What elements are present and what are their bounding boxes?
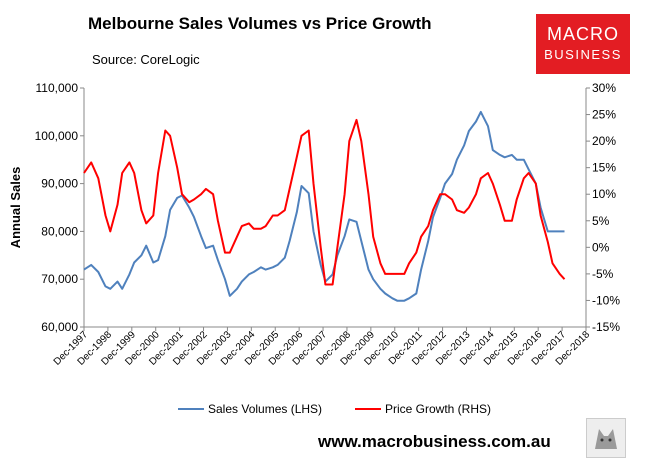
y-left-tick-label: 90,000	[41, 177, 78, 191]
logo-line-1: MACRO	[547, 24, 619, 44]
logo-line-2: BUSINESS	[544, 47, 622, 62]
y-left-tick-label: 110,000	[36, 81, 79, 95]
legend-sales-volumes-label: Sales Volumes (LHS)	[208, 402, 322, 416]
y-right-tick-label: 0%	[592, 240, 610, 254]
y-right-tick-label: 25%	[592, 108, 616, 122]
y-right-tick-label: -10%	[592, 293, 620, 307]
series-lines	[83, 110, 566, 302]
y-right-tick-label: 20%	[592, 134, 616, 148]
y-right-tick-label: 10%	[592, 187, 616, 201]
macrobusiness-logo: MACRO BUSINESS	[536, 14, 630, 74]
source-note: Source: CoreLogic	[92, 52, 200, 67]
legend-price-growth-label: Price Growth (RHS)	[385, 402, 491, 416]
y-right-tick-label: -15%	[592, 320, 620, 334]
axes: 60,000 70,000 80,000 90,000 100,000 110,000 -1…	[8, 81, 620, 368]
y-right-tick-label: 5%	[592, 214, 610, 228]
website-url: www.macrobusiness.com.au	[318, 432, 551, 451]
y-left-tick-label: 60,000	[41, 320, 78, 334]
price-growth-line	[83, 118, 566, 286]
legend: Sales Volumes (LHS) Price Growth (RHS)	[178, 402, 491, 416]
y-axis-label: Annual Sales	[8, 167, 23, 249]
y-left-tick-label: 100,000	[35, 129, 79, 143]
chart-title: Melbourne Sales Volumes vs Price Growth	[88, 14, 432, 33]
y-right-tick-label: -5%	[592, 267, 614, 281]
y-left-tick-label: 80,000	[41, 224, 78, 238]
y-right-tick-label: 15%	[592, 161, 616, 175]
y-left-tick-label: 70,000	[41, 272, 78, 286]
y-right-tick-label: 30%	[592, 81, 616, 95]
wolf-logo-icon	[586, 418, 626, 458]
